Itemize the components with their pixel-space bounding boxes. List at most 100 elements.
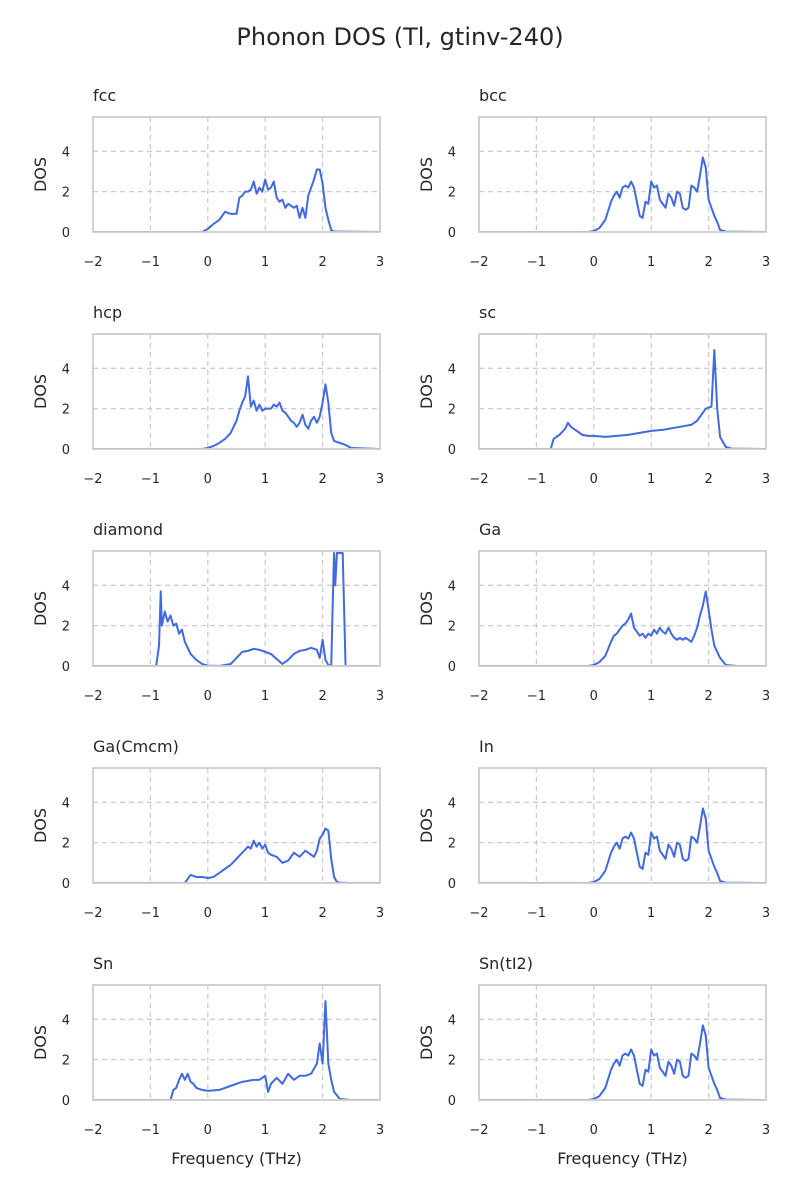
- panel-title: fcc: [93, 86, 116, 105]
- dos-line-diamond: [93, 552, 380, 666]
- x-tick-label: −2: [83, 1123, 102, 1138]
- x-tick-label: 2: [704, 1123, 712, 1138]
- x-tick-label: 0: [590, 906, 598, 921]
- x-tick-label: 3: [762, 1123, 770, 1138]
- axes-frame: [92, 116, 381, 233]
- x-tick-label: 1: [647, 255, 655, 270]
- x-tick-label: −1: [527, 472, 546, 487]
- axes-frame: [92, 333, 381, 450]
- panel-in: In −2 −1 0 1 2 3 0 2 4 DOS: [417, 737, 770, 921]
- x-tick-label: 2: [704, 906, 712, 921]
- x-tick-label: −1: [141, 689, 160, 704]
- panel-title: hcp: [93, 303, 122, 322]
- x-tick-label: 3: [762, 689, 770, 704]
- axes-frame: [478, 767, 767, 884]
- x-tick-label: 3: [376, 689, 384, 704]
- y-tick-label: 0: [448, 1094, 456, 1109]
- x-tick-label: −1: [141, 1123, 160, 1138]
- x-tick-label: 3: [762, 906, 770, 921]
- dos-line-bcc: [479, 156, 766, 232]
- x-tick-label: 2: [318, 472, 326, 487]
- y-tick-label: 4: [448, 145, 456, 160]
- panel-title: Sn(tI2): [479, 954, 533, 973]
- y-axis-label: DOS: [31, 591, 50, 626]
- dos-line-ga: [479, 590, 766, 666]
- y-tick-label: 2: [448, 620, 456, 635]
- x-tick-label: 3: [762, 472, 770, 487]
- y-axis-label: DOS: [31, 1025, 50, 1060]
- panel-hcp: hcp −2 −1 0 1 2 3 0 2 4 DOS: [31, 303, 384, 487]
- x-tick-label: 1: [647, 1123, 655, 1138]
- panel-title: diamond: [93, 520, 163, 539]
- x-tick-label: 0: [204, 255, 212, 270]
- dos-line-sn: [93, 1000, 380, 1100]
- panel-title: In: [479, 737, 494, 756]
- y-tick-label: 0: [62, 226, 70, 241]
- y-tick-label: 2: [62, 1054, 70, 1069]
- x-tick-label: −2: [83, 472, 102, 487]
- axes-frame: [478, 333, 767, 450]
- x-tick-label: 2: [318, 906, 326, 921]
- x-tick-label: 3: [762, 255, 770, 270]
- x-tick-label: 1: [261, 1123, 269, 1138]
- x-tick-label: 2: [318, 689, 326, 704]
- x-tick-label: −2: [469, 472, 488, 487]
- x-tick-label: −1: [141, 906, 160, 921]
- axes-frame: [478, 984, 767, 1101]
- panel-sc: sc −2 −1 0 1 2 3 0 2 4 DOS: [417, 303, 770, 487]
- y-tick-label: 2: [62, 837, 70, 852]
- x-tick-label: 1: [261, 255, 269, 270]
- dos-line-sn-ti2: [479, 1024, 766, 1100]
- y-axis-label: DOS: [31, 374, 50, 409]
- x-tick-label: −2: [83, 255, 102, 270]
- panel-sn-ti2: Sn(tI2) −2 −1 0 1 2 3 0 2 4 DOS Frequency (THz): [417, 954, 770, 1168]
- x-tick-label: −2: [469, 906, 488, 921]
- y-tick-label: 2: [448, 186, 456, 201]
- x-tick-label: 1: [647, 472, 655, 487]
- y-axis-label: DOS: [417, 1025, 436, 1060]
- y-tick-label: 4: [448, 1013, 456, 1028]
- y-axis-label: DOS: [417, 157, 436, 192]
- axes-frame: [478, 116, 767, 233]
- x-tick-label: 0: [590, 1123, 598, 1138]
- y-axis-label: DOS: [31, 808, 50, 843]
- y-tick-label: 4: [448, 796, 456, 811]
- x-axis-label: Frequency (THz): [171, 1149, 301, 1168]
- panel-title: Sn: [93, 954, 113, 973]
- x-tick-label: −1: [527, 906, 546, 921]
- y-tick-label: 0: [62, 660, 70, 675]
- x-axis-label: Frequency (THz): [557, 1149, 687, 1168]
- y-tick-label: 2: [448, 837, 456, 852]
- dos-line-hcp: [93, 375, 380, 449]
- x-tick-label: −1: [141, 472, 160, 487]
- y-tick-label: 0: [448, 443, 456, 458]
- x-tick-label: −1: [141, 255, 160, 270]
- axes-frame: [92, 550, 381, 667]
- y-tick-label: 2: [62, 186, 70, 201]
- x-tick-label: −1: [527, 689, 546, 704]
- y-tick-label: 0: [62, 443, 70, 458]
- panel-title: bcc: [479, 86, 507, 105]
- x-tick-label: −2: [469, 689, 488, 704]
- y-axis-label: DOS: [31, 157, 50, 192]
- panel-title: Ga: [479, 520, 501, 539]
- y-tick-label: 4: [62, 145, 70, 160]
- y-tick-label: 4: [448, 579, 456, 594]
- x-tick-label: −2: [469, 255, 488, 270]
- x-tick-label: 0: [204, 689, 212, 704]
- dos-line-ga-cmcm: [93, 827, 380, 883]
- x-tick-label: 1: [261, 906, 269, 921]
- x-tick-label: 0: [204, 1123, 212, 1138]
- panel-ga: Ga −2 −1 0 1 2 3 0 2 4 DOS: [417, 520, 770, 704]
- figure-title: Phonon DOS (Tl, gtinv-240): [236, 23, 563, 51]
- x-tick-label: 0: [204, 906, 212, 921]
- axes-frame: [478, 550, 767, 667]
- x-tick-label: −2: [469, 1123, 488, 1138]
- y-tick-label: 4: [62, 796, 70, 811]
- y-tick-label: 4: [62, 579, 70, 594]
- panel-ga-cmcm: Ga(Cmcm) −2 −1 0 1 2 3 0 2 4 DOS: [31, 737, 384, 921]
- y-tick-label: 2: [62, 620, 70, 635]
- x-tick-label: 1: [647, 906, 655, 921]
